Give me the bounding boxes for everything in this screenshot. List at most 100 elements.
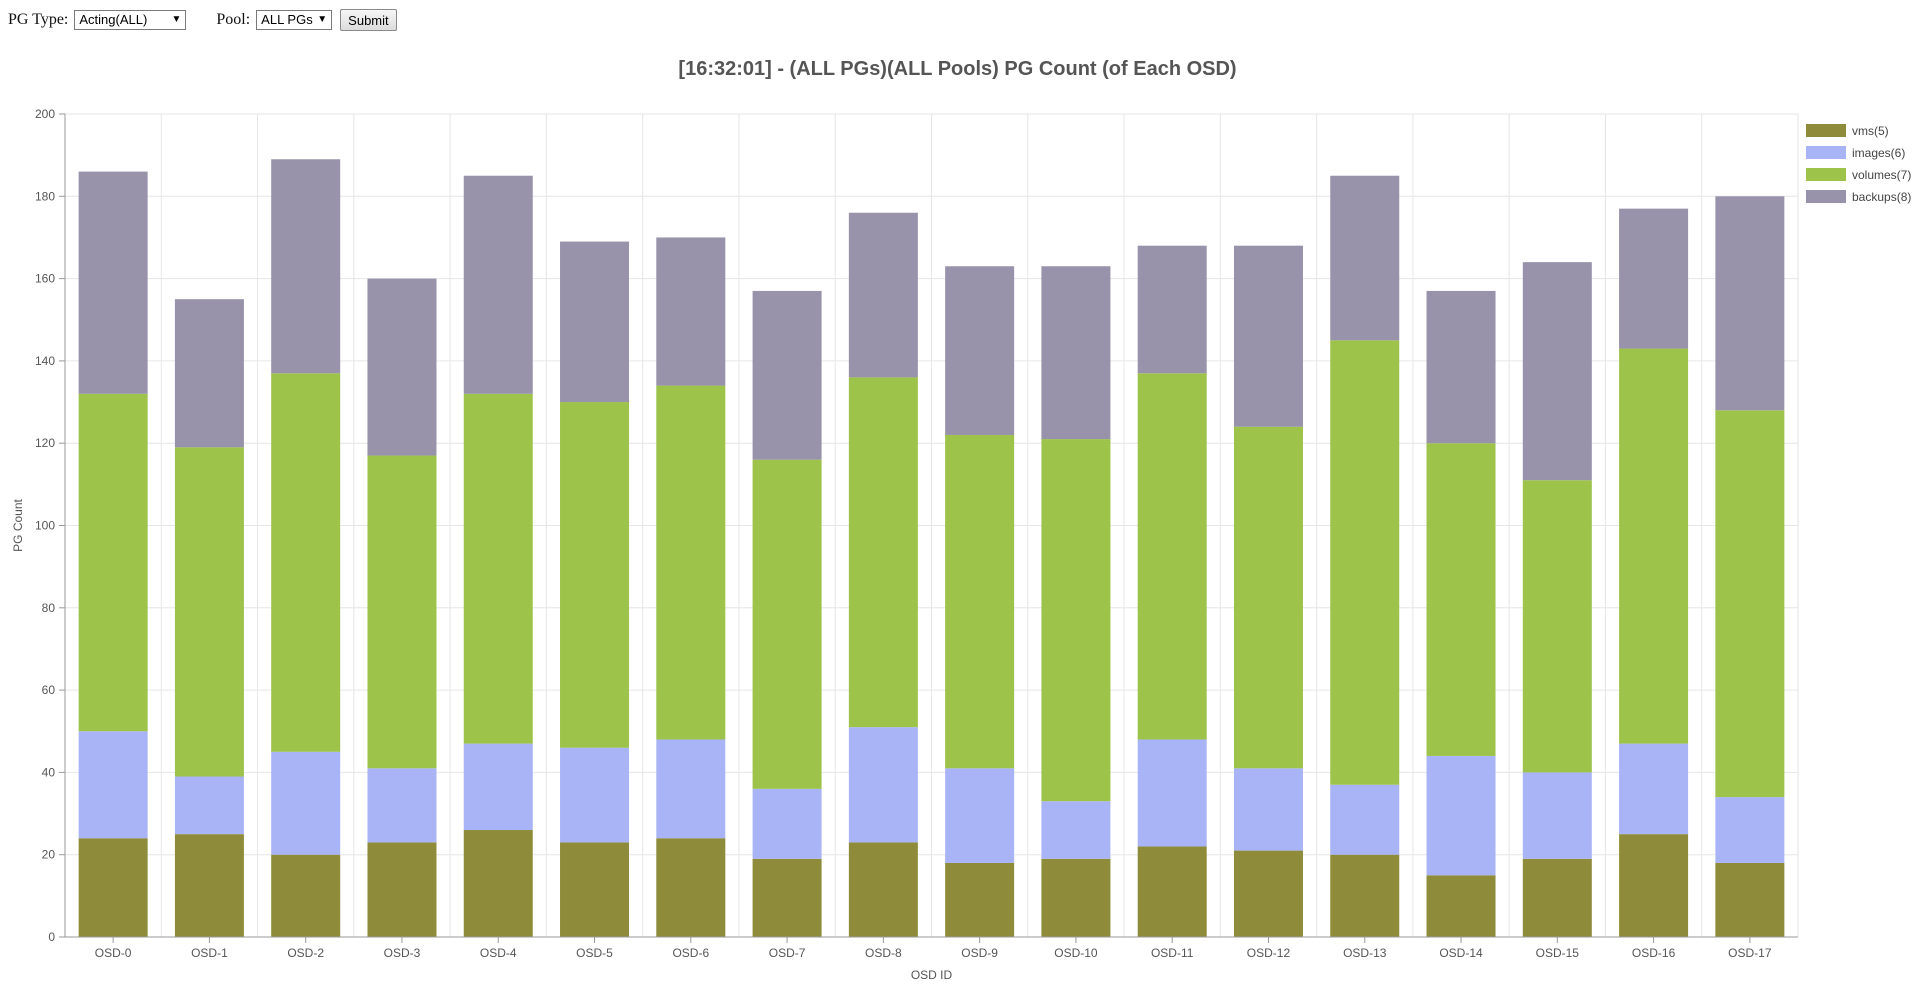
bar-images-osd-17[interactable]: [1715, 797, 1785, 863]
bar-volumes-osd-3[interactable]: [367, 455, 437, 769]
bar-images-osd-11[interactable]: [1137, 739, 1207, 847]
x-tick-label: OSD-7: [769, 946, 806, 960]
pg-type-label: PG Type:: [8, 11, 69, 28]
bar-volumes-osd-13[interactable]: [1330, 340, 1400, 785]
bar-vms-osd-9[interactable]: [945, 862, 1015, 937]
bar-images-osd-3[interactable]: [367, 768, 437, 843]
bar-volumes-osd-0[interactable]: [78, 393, 148, 732]
grid-lines: [64, 113, 1799, 938]
bar-volumes-osd-14[interactable]: [1426, 443, 1496, 756]
bar-images-osd-5[interactable]: [560, 747, 630, 843]
bar-vms-osd-6[interactable]: [656, 838, 726, 937]
bar-volumes-osd-5[interactable]: [560, 402, 630, 748]
bar-volumes-osd-2[interactable]: [271, 373, 341, 752]
x-tick-label: OSD-16: [1632, 946, 1676, 960]
bar-vms-osd-17[interactable]: [1715, 862, 1785, 937]
x-tick-label: OSD-6: [672, 946, 709, 960]
bar-vms-osd-7[interactable]: [752, 858, 822, 937]
pg-type-value: Acting(ALL): [79, 12, 148, 27]
bar-backups-osd-1[interactable]: [174, 299, 244, 448]
bar-volumes-osd-7[interactable]: [752, 459, 822, 789]
bar-volumes-osd-9[interactable]: [945, 434, 1015, 769]
x-tick-label: OSD-2: [287, 946, 324, 960]
bar-volumes-osd-15[interactable]: [1522, 480, 1592, 773]
bar-images-osd-15[interactable]: [1522, 772, 1592, 859]
bar-backups-osd-3[interactable]: [367, 278, 437, 456]
bar-vms-osd-3[interactable]: [367, 842, 437, 937]
bar-volumes-osd-10[interactable]: [1041, 439, 1111, 802]
bar-volumes-osd-8[interactable]: [848, 377, 918, 728]
bar-images-osd-0[interactable]: [78, 731, 148, 839]
bar-volumes-osd-16[interactable]: [1619, 348, 1689, 744]
bar-images-osd-4[interactable]: [463, 743, 533, 831]
bar-vms-osd-4[interactable]: [463, 830, 533, 937]
bar-backups-osd-7[interactable]: [752, 290, 822, 460]
y-tick-label: 200: [35, 107, 55, 121]
y-tick-label: 40: [42, 765, 56, 779]
bar-vms-osd-15[interactable]: [1522, 858, 1592, 937]
bar-images-osd-10[interactable]: [1041, 801, 1111, 859]
bar-backups-osd-17[interactable]: [1715, 196, 1785, 411]
bar-volumes-osd-11[interactable]: [1137, 373, 1207, 740]
legend-label: vms(5): [1852, 124, 1889, 138]
bar-backups-osd-5[interactable]: [560, 241, 630, 403]
x-tick-label: OSD-10: [1054, 946, 1098, 960]
bar-backups-osd-12[interactable]: [1233, 245, 1303, 427]
bar-vms-osd-2[interactable]: [271, 854, 341, 937]
dropdown-arrow-icon: ▼: [317, 14, 328, 25]
bar-images-osd-8[interactable]: [848, 727, 918, 843]
bar-volumes-osd-6[interactable]: [656, 385, 726, 740]
legend-swatch: [1806, 190, 1846, 203]
bar-vms-osd-11[interactable]: [1137, 846, 1207, 937]
bar-images-osd-7[interactable]: [752, 788, 822, 859]
y-tick-label: 120: [35, 436, 55, 450]
pool-select[interactable]: ALL PGs ▼: [256, 10, 333, 30]
bar-backups-osd-8[interactable]: [848, 212, 918, 378]
bar-backups-osd-13[interactable]: [1330, 175, 1400, 341]
bar-images-osd-2[interactable]: [271, 751, 341, 855]
y-tick-label: 60: [42, 683, 56, 697]
bar-images-osd-9[interactable]: [945, 768, 1015, 863]
bar-backups-osd-2[interactable]: [271, 159, 341, 374]
legend-label: backups(8): [1852, 190, 1911, 204]
bar-vms-osd-5[interactable]: [560, 842, 630, 937]
bar-vms-osd-16[interactable]: [1619, 834, 1689, 937]
y-tick-label: 80: [42, 601, 56, 615]
bar-vms-osd-13[interactable]: [1330, 854, 1400, 937]
bar-backups-osd-6[interactable]: [656, 237, 726, 386]
bar-backups-osd-11[interactable]: [1137, 245, 1207, 374]
bar-volumes-osd-1[interactable]: [174, 447, 244, 777]
bar-images-osd-1[interactable]: [174, 776, 244, 835]
x-tick-label: OSD-15: [1536, 946, 1580, 960]
pg-type-select[interactable]: Acting(ALL) ▼: [74, 10, 187, 30]
bar-images-osd-13[interactable]: [1330, 784, 1400, 855]
bar-backups-osd-4[interactable]: [463, 175, 533, 394]
bar-vms-osd-0[interactable]: [78, 838, 148, 937]
bar-vms-osd-1[interactable]: [174, 834, 244, 937]
x-tick-label: OSD-12: [1247, 946, 1291, 960]
bar-images-osd-14[interactable]: [1426, 755, 1496, 876]
bar-images-osd-6[interactable]: [656, 739, 726, 839]
bar-backups-osd-0[interactable]: [78, 171, 148, 394]
bar-images-osd-12[interactable]: [1233, 768, 1303, 851]
y-axis-ticks: 0 20 40 60 80 100 120 140 160 180 200: [35, 107, 65, 944]
x-tick-label: OSD-5: [576, 946, 613, 960]
bar-backups-osd-10[interactable]: [1041, 266, 1111, 440]
bar-images-osd-16[interactable]: [1619, 743, 1689, 835]
bar-vms-osd-10[interactable]: [1041, 858, 1111, 937]
x-tick-label: OSD-4: [480, 946, 517, 960]
y-tick-label: 100: [35, 519, 55, 533]
bar-backups-osd-16[interactable]: [1619, 208, 1689, 349]
x-tick-label: OSD-17: [1728, 946, 1772, 960]
bar-vms-osd-12[interactable]: [1233, 850, 1303, 937]
bar-volumes-osd-4[interactable]: [463, 393, 533, 744]
bar-volumes-osd-12[interactable]: [1233, 426, 1303, 769]
bar-backups-osd-14[interactable]: [1426, 290, 1496, 444]
bar-vms-osd-14[interactable]: [1426, 875, 1496, 937]
bar-vms-osd-8[interactable]: [848, 842, 918, 937]
submit-button[interactable]: Submit: [340, 9, 397, 31]
bar-volumes-osd-17[interactable]: [1715, 410, 1785, 798]
bar-backups-osd-15[interactable]: [1522, 262, 1592, 481]
bar-backups-osd-9[interactable]: [945, 266, 1015, 435]
